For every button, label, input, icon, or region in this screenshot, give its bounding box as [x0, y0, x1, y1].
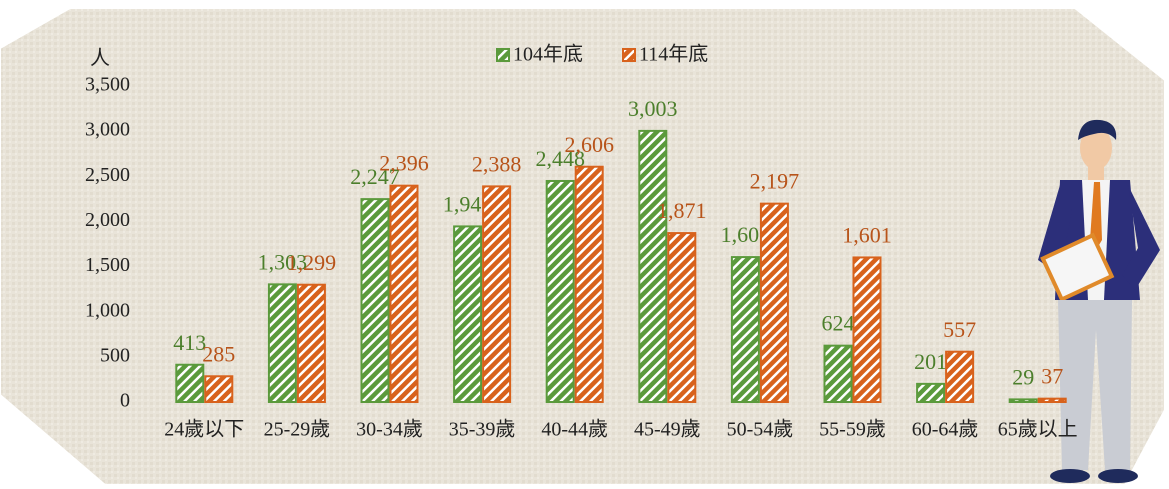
bar [852, 256, 882, 403]
bar [916, 382, 946, 403]
value-label: 37 [1041, 364, 1063, 389]
x-tick-label: 24歲以下 [164, 418, 244, 441]
bar [204, 375, 234, 404]
person-illustration [1038, 119, 1160, 483]
bar [453, 225, 483, 403]
y-tick-label: 2,000 [85, 209, 130, 231]
bar [667, 232, 697, 403]
bar [574, 165, 604, 403]
bar [360, 198, 390, 403]
value-label: 201 [914, 349, 947, 374]
x-tick-label: 50-54歲 [727, 418, 794, 441]
value-label: 557 [943, 317, 976, 342]
value-label: 2,396 [379, 151, 429, 176]
value-label: 1,871 [657, 198, 707, 223]
value-label: 2,388 [472, 151, 522, 176]
bar [823, 344, 853, 403]
x-tick-label: 30-34歲 [356, 418, 423, 441]
x-tick-label: 35-39歲 [449, 418, 516, 441]
bar [175, 363, 205, 404]
y-tick-label: 0 [120, 390, 130, 412]
legend-label: 104年底 [513, 43, 583, 66]
x-tick-label: 65歲以上 [998, 418, 1078, 441]
value-label: 2,606 [564, 132, 614, 157]
x-tick-label: 55-59歲 [819, 418, 886, 441]
y-tick-label: 3,000 [85, 119, 130, 141]
value-label: 1,299 [287, 250, 337, 275]
bar [296, 283, 326, 404]
y-tick-label: 1,000 [85, 299, 130, 321]
x-tick-label: 25-29歲 [264, 418, 331, 441]
bar [482, 185, 512, 403]
value-label: 1,303 [258, 249, 308, 274]
value-label: 29 [1012, 364, 1034, 389]
bar [545, 179, 575, 403]
x-tick-label: 60-64歲 [912, 418, 979, 441]
value-label: 2,197 [750, 169, 800, 194]
value-label: 1,601 [842, 222, 892, 247]
bar [945, 350, 975, 403]
legend-label: 114年底 [639, 43, 708, 66]
bar [1008, 398, 1038, 403]
bar [267, 283, 297, 404]
y-tick-label: 3,500 [85, 74, 130, 96]
value-label: 3,003 [628, 96, 678, 121]
value-label: 413 [173, 330, 206, 355]
bar [638, 129, 668, 403]
bar [389, 184, 419, 403]
legend-swatch [622, 48, 636, 62]
bar [730, 256, 760, 403]
y-tick-label: 2,500 [85, 164, 130, 186]
y-tick-label: 500 [100, 344, 130, 366]
y-axis-title: 人 [90, 47, 110, 70]
bar [759, 202, 789, 403]
value-label: 624 [822, 311, 855, 336]
legend-swatch [496, 48, 510, 62]
bar [1037, 397, 1067, 403]
x-tick-label: 45-49歲 [634, 418, 701, 441]
x-tick-label: 40-44歲 [541, 418, 608, 441]
value-label: 285 [202, 341, 235, 366]
y-tick-label: 1,500 [85, 254, 130, 276]
